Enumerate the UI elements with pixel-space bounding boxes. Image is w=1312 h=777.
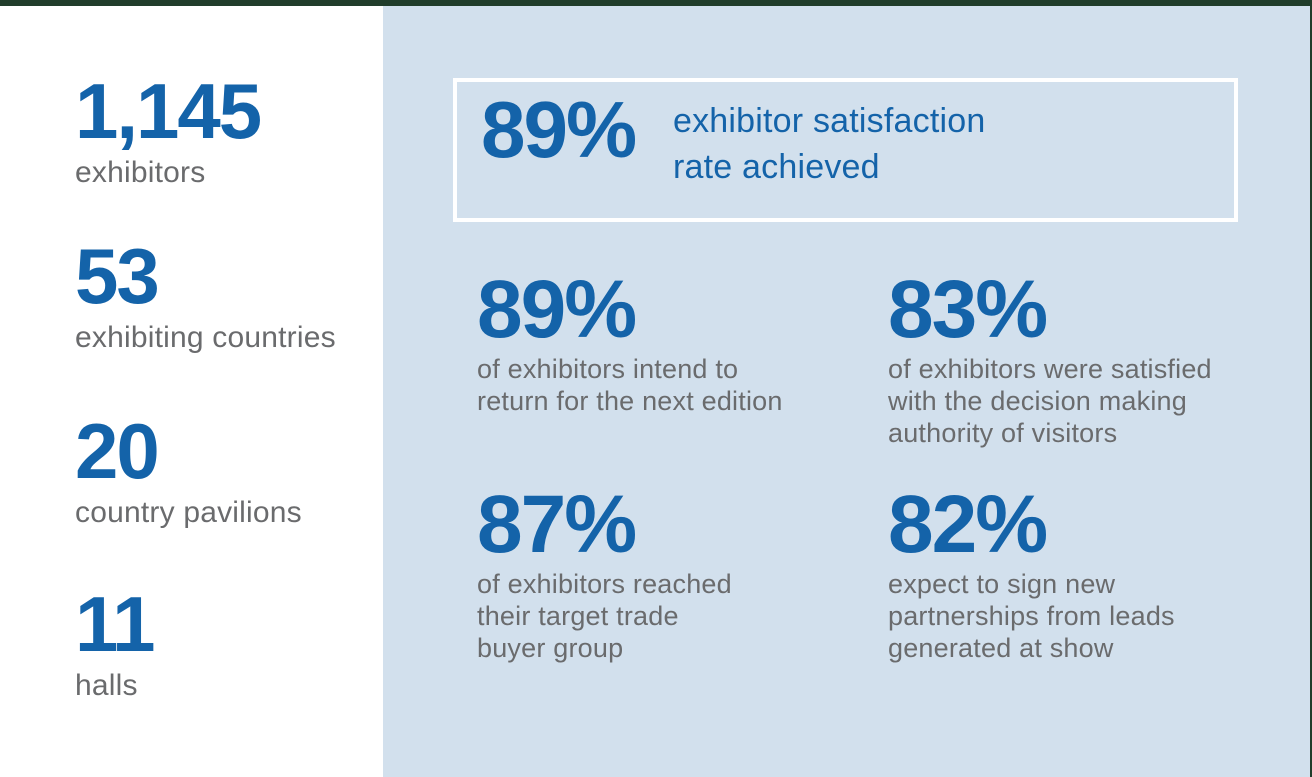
stat-country-pavilions-value: 20: [75, 407, 160, 495]
stat-new-partnerships: 82% expect to sign new partnerships from…: [888, 484, 1288, 664]
stat-decision-authority: 83% of exhibitors were satisfied with th…: [888, 269, 1288, 449]
stat-decision-authority-label: of exhibitors were satisfied with the de…: [888, 354, 1212, 448]
right-frame-border: [1310, 0, 1312, 777]
stat-new-partnerships-value: 82%: [888, 479, 1048, 570]
stat-halls-value: 11: [75, 580, 155, 668]
satisfaction-rate-label: exhibitor satisfaction rate achieved: [673, 102, 986, 186]
stat-decision-authority-value: 83%: [888, 264, 1048, 355]
right-stats-panel-background: [383, 6, 1312, 777]
stat-halls: 11 halls: [75, 580, 155, 704]
stat-country-pavilions: 20 country pavilions: [75, 412, 302, 531]
stat-country-pavilions-label: country pavilions: [75, 496, 302, 529]
stat-new-partnerships-label: expect to sign new partnerships from lea…: [888, 569, 1175, 663]
stat-exhibiting-countries-value: 53: [75, 232, 160, 320]
stat-exhibitors: 1,145 exhibitors: [75, 67, 262, 191]
stat-halls-label: halls: [75, 669, 138, 702]
stat-return-intent: 89% of exhibitors intend to return for t…: [477, 269, 877, 417]
stat-return-intent-value: 89%: [477, 264, 637, 355]
stat-exhibiting-countries-label: exhibiting countries: [75, 321, 336, 354]
satisfaction-rate-value: 89%: [481, 85, 637, 174]
stat-target-buyers-value: 87%: [477, 479, 637, 570]
top-frame-border: [0, 0, 1312, 6]
stat-exhibiting-countries: 53 exhibiting countries: [75, 237, 336, 356]
stat-target-buyers-label: of exhibitors reached their target trade…: [477, 569, 732, 663]
stat-exhibitors-label: exhibitors: [75, 156, 206, 189]
satisfaction-highlight-box: 89% exhibitor satisfaction rate achieved: [453, 78, 1238, 222]
stat-exhibitors-value: 1,145: [75, 67, 262, 155]
stat-target-buyers: 87% of exhibitors reached their target t…: [477, 484, 877, 664]
stat-return-intent-label: of exhibitors intend to return for the n…: [477, 354, 783, 416]
